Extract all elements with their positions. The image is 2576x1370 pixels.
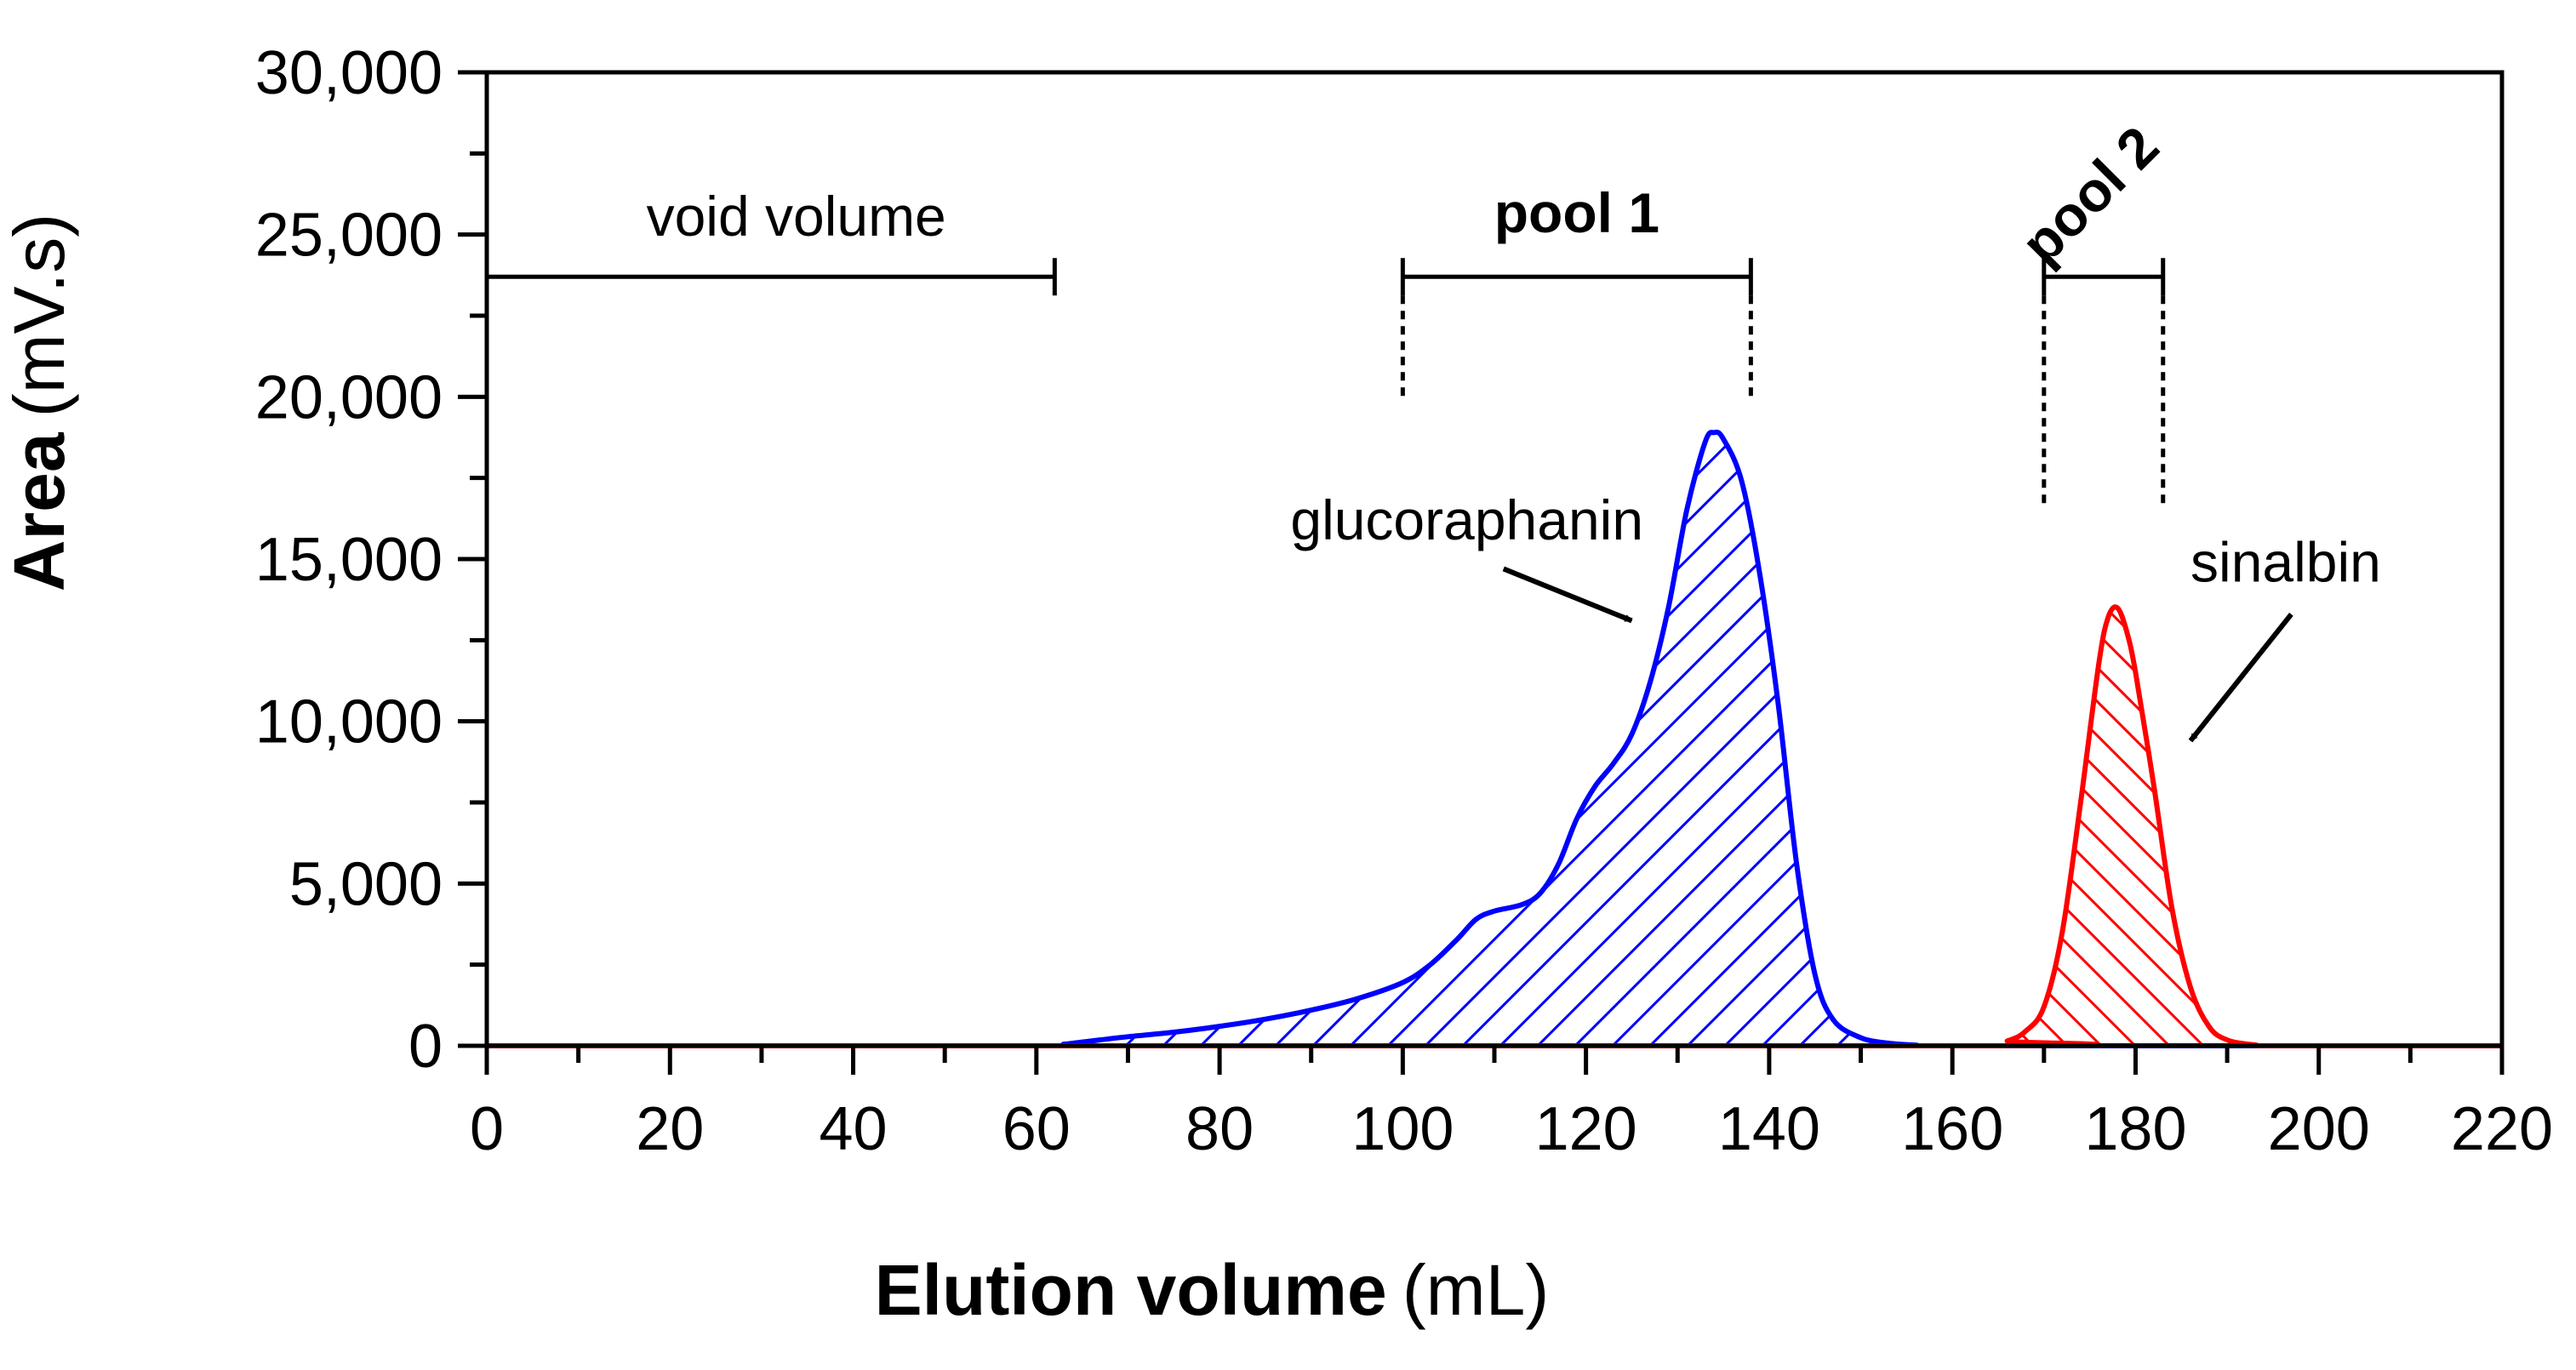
glucoraphanin-line: [487, 429, 2502, 1049]
x-tick-label: 140: [1718, 1095, 1820, 1163]
x-tick-label: 80: [1185, 1095, 1254, 1163]
y-tick-label: 0: [408, 1013, 443, 1081]
y-tick-label: 5,000: [289, 850, 443, 918]
x-axis-title: Elution volume (mL): [875, 1250, 1550, 1330]
x-tick-label: 220: [2451, 1095, 2553, 1163]
pool-1-label: pool 1: [1494, 181, 1659, 244]
x-tick-label: 160: [1901, 1095, 2003, 1163]
y-tick-label: 30,000: [255, 39, 443, 107]
y-axis-title: Area (mV.s): [0, 214, 79, 591]
sinalbin-arrow: [2188, 612, 2293, 743]
x-tick-label: 0: [470, 1095, 504, 1163]
x-tick-label: 200: [2268, 1095, 2370, 1163]
x-tick-label: 120: [1535, 1095, 1637, 1163]
axis-ticks: [458, 70, 2505, 1075]
sinalbin-label: sinalbin: [2190, 531, 2381, 594]
pool-2-label: pool 2: [2009, 114, 2171, 276]
sinalbin-area-fill: [487, 607, 2502, 1046]
y-axis-title-unit: (mV.s): [0, 214, 79, 418]
y-tick-label: 20,000: [255, 363, 443, 431]
x-tick-label: 40: [819, 1095, 887, 1163]
y-tick-label: 15,000: [255, 526, 443, 594]
y-tick-label: 10,000: [255, 688, 443, 756]
y-tick-label: 25,000: [255, 202, 443, 270]
annotations: void volume pool 1 pool 2 glucoraphanin sina…: [487, 114, 2381, 743]
x-tick-label: 60: [1002, 1095, 1071, 1163]
glucoraphanin-arrow: [1502, 566, 1633, 624]
x-axis-title-unit: (mL): [1402, 1250, 1550, 1330]
glucoraphanin-label: glucoraphanin: [1290, 488, 1643, 551]
x-axis-title-main: Elution volume: [875, 1250, 1387, 1330]
glucoraphanin-area-fill: [487, 431, 2502, 1046]
void-volume-label: void volume: [647, 185, 946, 248]
y-axis-title-main: Area: [0, 431, 79, 591]
x-tick-label: 100: [1351, 1095, 1454, 1163]
series-fills: [487, 431, 2502, 1046]
axis-tick-labels: 0 20 40 60 80 100 120 140 160 180 200 220 0 5,000 10,0…: [255, 39, 2553, 1163]
x-tick-label: 180: [2084, 1095, 2186, 1163]
x-tick-label: 20: [636, 1095, 704, 1163]
